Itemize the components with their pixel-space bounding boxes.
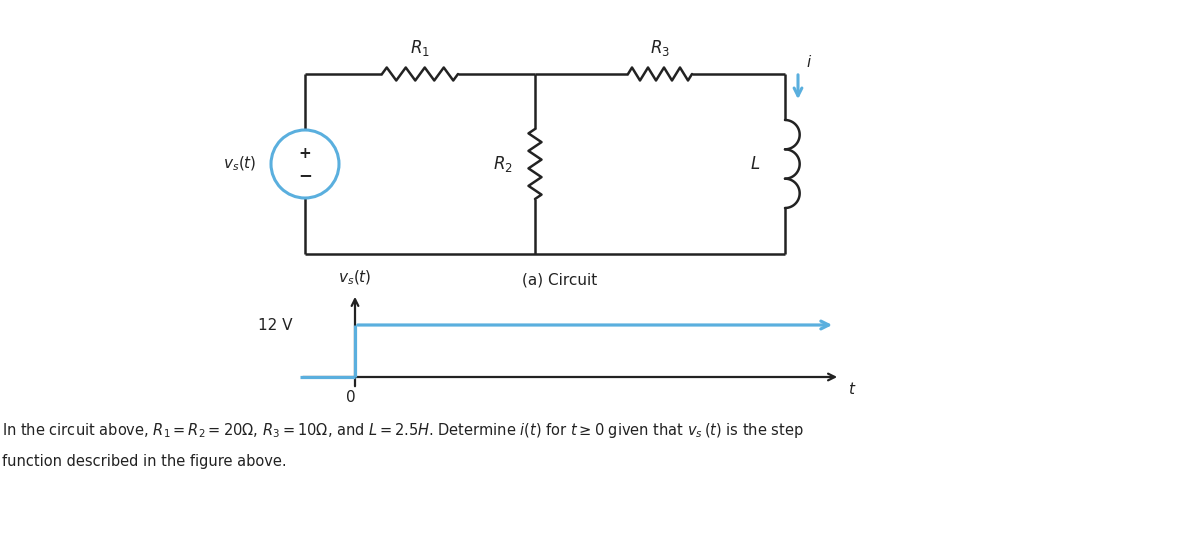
Text: (a) Circuit: (a) Circuit xyxy=(522,272,598,287)
Text: $R_1$: $R_1$ xyxy=(410,38,430,58)
Text: $R_3$: $R_3$ xyxy=(650,38,670,58)
Text: $v_s(t)$: $v_s(t)$ xyxy=(223,155,257,173)
Text: function described in the figure above.: function described in the figure above. xyxy=(2,454,287,469)
Text: $i$: $i$ xyxy=(806,54,812,70)
Text: $t$: $t$ xyxy=(848,381,857,397)
Text: −: − xyxy=(298,166,312,184)
Text: +: + xyxy=(299,146,311,162)
Text: $v_s(t)$: $v_s(t)$ xyxy=(338,269,372,287)
Text: 0: 0 xyxy=(346,390,356,405)
Text: $L$: $L$ xyxy=(750,155,760,173)
Text: In the circuit above, $R_1 = R_2 = 20\Omega$, $R_3 = 10\Omega$, and $L = 2.5H$. : In the circuit above, $R_1 = R_2 = 20\Om… xyxy=(2,421,804,440)
Text: $R_2$: $R_2$ xyxy=(493,154,514,174)
Text: 12 V: 12 V xyxy=(258,318,293,333)
